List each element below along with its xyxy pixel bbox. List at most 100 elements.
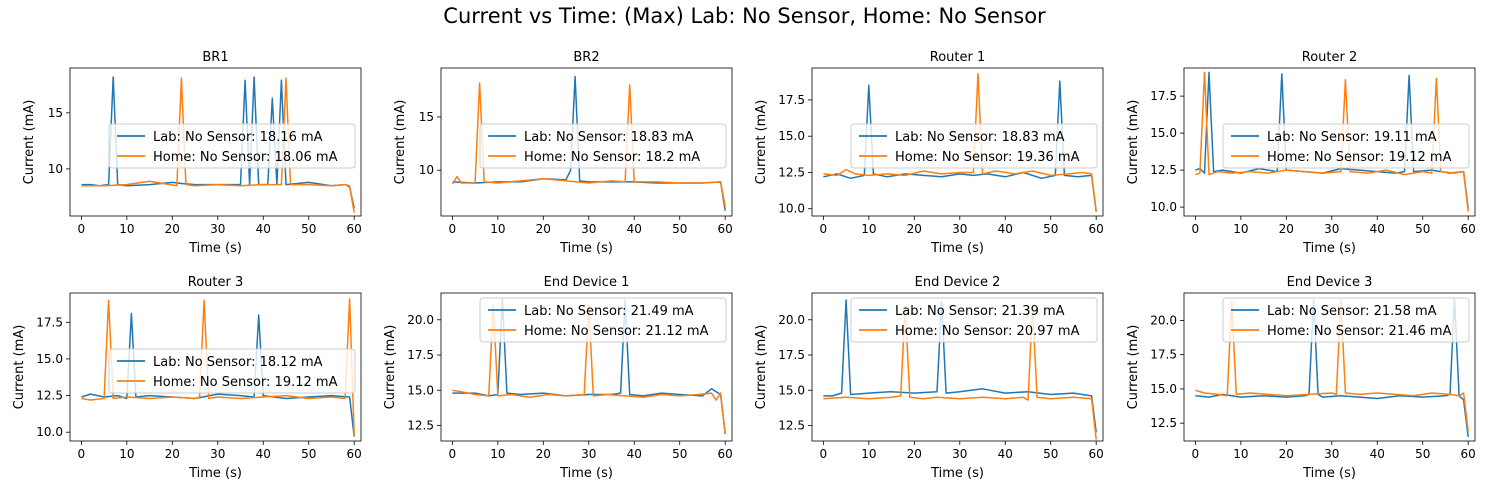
subplot-title: Router 3 xyxy=(188,275,244,290)
home-series-line xyxy=(823,73,1097,212)
y-tick-label: 10.0 xyxy=(36,425,63,439)
x-tick-label: 10 xyxy=(1233,447,1248,461)
x-tick-label: 0 xyxy=(78,222,86,236)
subplot-8: End Device 3 0 10 20 30 40 50 60 12.5 15.0 17.5 20.… xyxy=(1126,275,1476,481)
y-tick-label: 12.5 xyxy=(1150,416,1177,430)
x-tick-label: 20 xyxy=(536,222,551,236)
x-tick-label: 20 xyxy=(165,222,180,236)
x-tick-label: 60 xyxy=(1461,447,1476,461)
y-axis-label: Current (mA) xyxy=(22,100,37,185)
x-tick-label: 10 xyxy=(1233,222,1248,236)
x-tick-label: 0 xyxy=(1192,222,1200,236)
x-tick-label: 40 xyxy=(256,447,271,461)
y-tick-label: 20.0 xyxy=(1150,313,1177,327)
x-tick-label: 0 xyxy=(1192,447,1200,461)
x-axis-label: Time (s) xyxy=(930,241,984,256)
x-axis-label: Time (s) xyxy=(1302,466,1356,481)
x-tick-label: 60 xyxy=(1089,222,1104,236)
subplot-title: End Device 2 xyxy=(915,275,1001,290)
subplot-title: End Device 3 xyxy=(1287,275,1373,290)
legend-lab-label: Lab: No Sensor: 18.83 mA xyxy=(524,130,694,145)
x-tick-label: 60 xyxy=(1461,222,1476,236)
y-tick-label: 15.0 xyxy=(407,383,434,397)
y-tick-label: 12.5 xyxy=(1150,163,1177,177)
axes-frame xyxy=(69,292,362,442)
legend-box xyxy=(479,297,727,343)
x-tick-label: 50 xyxy=(1043,447,1058,461)
x-tick-label: 40 xyxy=(627,447,642,461)
subplot-title: BR1 xyxy=(202,50,228,65)
y-axis-label: Current (mA) xyxy=(754,325,769,410)
subplot-title: Router 1 xyxy=(930,50,986,65)
x-tick-label: 60 xyxy=(718,222,733,236)
y-axis-label: Current (mA) xyxy=(1126,100,1141,185)
y-tick-label: 17.5 xyxy=(778,348,805,362)
x-tick-label: 60 xyxy=(347,222,362,236)
legend-box xyxy=(479,123,727,169)
x-tick-label: 30 xyxy=(1324,222,1339,236)
legend-home-label: Home: No Sensor: 18.06 mA xyxy=(153,150,338,165)
x-tick-label: 60 xyxy=(718,447,733,461)
legend: Lab: No Sensor: 21.49 mA Home: No Sensor:… xyxy=(479,297,727,343)
x-tick-label: 30 xyxy=(581,447,596,461)
axes-frame xyxy=(811,67,1104,217)
y-tick-label: 15 xyxy=(48,106,63,120)
subplot-7: End Device 2 0 10 20 30 40 50 60 12.5 15.0 17.5 20.… xyxy=(754,275,1104,481)
x-tick-label: 30 xyxy=(210,447,225,461)
x-tick-label: 10 xyxy=(119,447,134,461)
home-series-line xyxy=(823,304,1097,440)
lab-series-line xyxy=(81,312,355,437)
y-axis-label: Current (mA) xyxy=(393,100,408,185)
y-tick-label: 15.0 xyxy=(36,352,63,366)
y-tick-label: 15.0 xyxy=(1150,126,1177,140)
x-tick-label: 10 xyxy=(861,447,876,461)
x-tick-label: 50 xyxy=(1415,447,1430,461)
subplot-title: End Device 1 xyxy=(544,275,630,290)
legend: Lab: No Sensor: 18.83 mA Home: No Sensor:… xyxy=(479,123,727,169)
y-tick-label: 12.5 xyxy=(778,418,805,432)
x-axis-label: Time (s) xyxy=(1302,241,1356,256)
subplot-title: BR2 xyxy=(573,50,599,65)
x-tick-label: 10 xyxy=(490,447,505,461)
legend-box xyxy=(1222,297,1470,343)
x-axis-label: Time (s) xyxy=(559,241,613,256)
legend-lab-label: Lab: No Sensor: 18.16 mA xyxy=(153,130,323,145)
axes-frame xyxy=(440,292,733,442)
x-tick-label: 0 xyxy=(820,447,828,461)
x-tick-label: 60 xyxy=(1089,447,1104,461)
x-tick-label: 20 xyxy=(907,447,922,461)
x-tick-label: 50 xyxy=(672,447,687,461)
x-tick-label: 0 xyxy=(820,222,828,236)
y-tick-label: 10.0 xyxy=(1150,200,1177,214)
x-tick-label: 0 xyxy=(449,447,457,461)
y-tick-label: 12.5 xyxy=(407,418,434,432)
y-tick-label: 15 xyxy=(419,110,434,124)
home-series-line xyxy=(81,298,355,436)
x-tick-label: 20 xyxy=(165,447,180,461)
x-axis-label: Time (s) xyxy=(188,241,242,256)
x-tick-label: 40 xyxy=(256,222,271,236)
subplot-6: End Device 1 0 10 20 30 40 50 60 12.5 15.0 17.5 20.… xyxy=(383,275,733,481)
legend: Lab: No Sensor: 21.39 mA Home: No Sensor:… xyxy=(850,297,1098,343)
legend: Lab: No Sensor: 18.16 mA Home: No Sensor:… xyxy=(108,123,356,169)
legend-home-label: Home: No Sensor: 21.46 mA xyxy=(1267,324,1452,339)
y-tick-label: 12.5 xyxy=(778,165,805,179)
x-tick-label: 10 xyxy=(119,222,134,236)
legend-lab-label: Lab: No Sensor: 18.12 mA xyxy=(153,355,323,370)
legend-box xyxy=(108,348,356,394)
y-tick-label: 12.5 xyxy=(36,389,63,403)
x-tick-label: 40 xyxy=(627,222,642,236)
x-tick-label: 0 xyxy=(449,222,457,236)
legend-lab-label: Lab: No Sensor: 18.83 mA xyxy=(895,130,1065,145)
axes-frame xyxy=(1183,292,1476,442)
x-tick-label: 30 xyxy=(952,447,967,461)
legend-box xyxy=(1222,123,1470,169)
legend-home-label: Home: No Sensor: 19.36 mA xyxy=(895,150,1080,165)
x-axis-label: Time (s) xyxy=(930,466,984,481)
y-tick-label: 15.0 xyxy=(778,383,805,397)
subplot-title: Router 2 xyxy=(1302,50,1358,65)
legend: Lab: No Sensor: 18.83 mA Home: No Sensor:… xyxy=(850,123,1098,169)
x-tick-label: 20 xyxy=(1279,447,1294,461)
